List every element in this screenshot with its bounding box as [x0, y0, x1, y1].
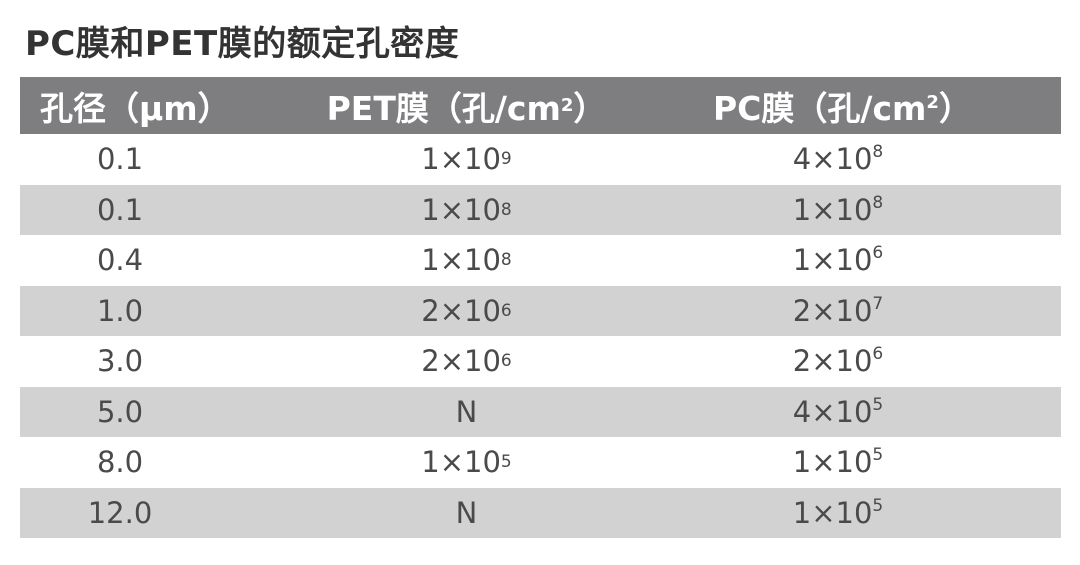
cell-pc-density: 1×105: [713, 496, 1061, 530]
cell-pore-size: 5.0: [20, 395, 220, 429]
table-row: 3.0 2×10 6 2×106: [20, 336, 1061, 387]
cell-pore-size: 0.1: [20, 142, 220, 176]
header-pc-sup: 2: [926, 91, 939, 113]
header-pore-size-label: 孔径（μm）: [40, 88, 231, 128]
pore-density-table: 孔径（μm） PET膜（孔/cm 2） PC膜（孔/cm2） 0.1 1×10 9 4×…: [20, 77, 1061, 538]
pc-density-exponent: 8: [872, 192, 884, 213]
header-pet: PET膜（孔/cm 2）: [220, 82, 713, 130]
table-row: 5.0 N 4×105: [20, 386, 1061, 437]
pore-size-value: 1.0: [96, 293, 144, 328]
header-pc-end: ）: [938, 88, 972, 128]
cell-pet-density: N: [220, 496, 713, 530]
pc-density-exponent: 5: [872, 445, 884, 466]
pc-density-exponent: 5: [872, 495, 884, 516]
cell-pc-density: 2×107: [713, 294, 1061, 328]
pc-density-value: 4×10: [792, 394, 873, 429]
header-pc-label: PC膜（孔/cm: [713, 88, 927, 128]
pc-density-value: 1×10: [792, 243, 873, 278]
pore-size-value: 5.0: [96, 394, 144, 429]
table-row: 8.0 1×10 5 1×105: [20, 437, 1061, 488]
table-row: 0.4 1×10 8 1×106: [20, 235, 1061, 286]
pc-density-value: 1×10: [792, 192, 873, 227]
cell-pore-size: 3.0: [20, 344, 220, 378]
table-row: 0.1 1×10 8 1×108: [20, 184, 1061, 235]
table-header-row: 孔径（μm） PET膜（孔/cm 2） PC膜（孔/cm2）: [20, 77, 1061, 134]
cell-pore-size: 1.0: [20, 294, 220, 328]
cell-pore-size: 0.4: [20, 243, 220, 277]
pet-density-value: 1×10: [421, 445, 501, 480]
pc-density-value: 2×10: [792, 293, 873, 328]
pc-density-value: 4×10: [792, 142, 873, 177]
pet-density-value: N: [455, 495, 478, 530]
cell-pore-size: 0.1: [20, 193, 220, 227]
cell-pore-size: 8.0: [20, 445, 220, 479]
pore-size-value: 8.0: [96, 445, 144, 480]
cell-pet-density: 1×10 8: [421, 243, 512, 278]
header-pore-size: 孔径（μm）: [20, 82, 231, 130]
pc-density-exponent: 8: [872, 142, 884, 163]
pet-density-value: 2×10: [421, 344, 501, 379]
header-pet-end: ）: [573, 88, 607, 128]
pc-density-exponent: 6: [872, 344, 884, 365]
pet-density-value: 1×10: [421, 142, 501, 177]
cell-pc-density: 4×105: [713, 395, 1061, 429]
pc-density-exponent: 6: [872, 243, 884, 264]
table-row: 1.0 2×10 6 2×107: [20, 285, 1061, 336]
cell-pet-density: 1×10 9: [421, 142, 512, 177]
pore-size-value: 0.1: [96, 192, 144, 227]
cell-pc-density: 1×105: [713, 445, 1061, 479]
cell-pet-density: 2×10 6: [421, 293, 512, 328]
cell-pc-density: 1×108: [713, 193, 1061, 227]
pc-density-value: 1×10: [792, 445, 873, 480]
pore-size-value: 12.0: [87, 495, 153, 530]
page-title: PC膜和PET膜的额定孔密度: [25, 24, 460, 64]
header-pet-label: PET膜（孔/cm: [326, 88, 561, 128]
table-row: 12.0 N 1×105: [20, 487, 1061, 538]
pet-density-value: 1×10: [421, 192, 501, 227]
cell-pc-density: 2×106: [713, 344, 1061, 378]
header-pc: PC膜（孔/cm2）: [713, 82, 1061, 130]
cell-pc-density: 1×106: [713, 243, 1061, 277]
cell-pore-size: 12.0: [20, 496, 220, 530]
cell-pet-density: 2×10 6: [421, 344, 512, 379]
pc-density-exponent: 7: [872, 293, 884, 314]
pc-density-exponent: 5: [872, 394, 884, 415]
pet-density-value: N: [455, 394, 478, 429]
cell-pc-density: 4×108: [713, 142, 1061, 176]
pore-size-value: 0.1: [96, 142, 144, 177]
pore-size-value: 0.4: [96, 243, 144, 278]
cell-pet-density: 1×10 5: [421, 445, 512, 480]
table-body: 0.1 1×10 9 4×108 0.1 1×10 8 1×108 0.4 1×10 8 1×106 1…: [20, 134, 1061, 538]
pc-density-value: 2×10: [792, 344, 873, 379]
cell-pet-density: 1×10 8: [421, 192, 512, 227]
cell-pet-density: N: [220, 395, 713, 429]
pet-density-value: 1×10: [421, 243, 501, 278]
pore-size-value: 3.0: [96, 344, 144, 379]
pc-density-value: 1×10: [792, 495, 873, 530]
table-row: 0.1 1×10 9 4×108: [20, 134, 1061, 185]
pet-density-value: 2×10: [421, 293, 501, 328]
